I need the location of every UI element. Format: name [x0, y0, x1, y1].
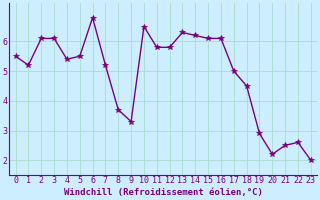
- X-axis label: Windchill (Refroidissement éolien,°C): Windchill (Refroidissement éolien,°C): [64, 188, 263, 197]
